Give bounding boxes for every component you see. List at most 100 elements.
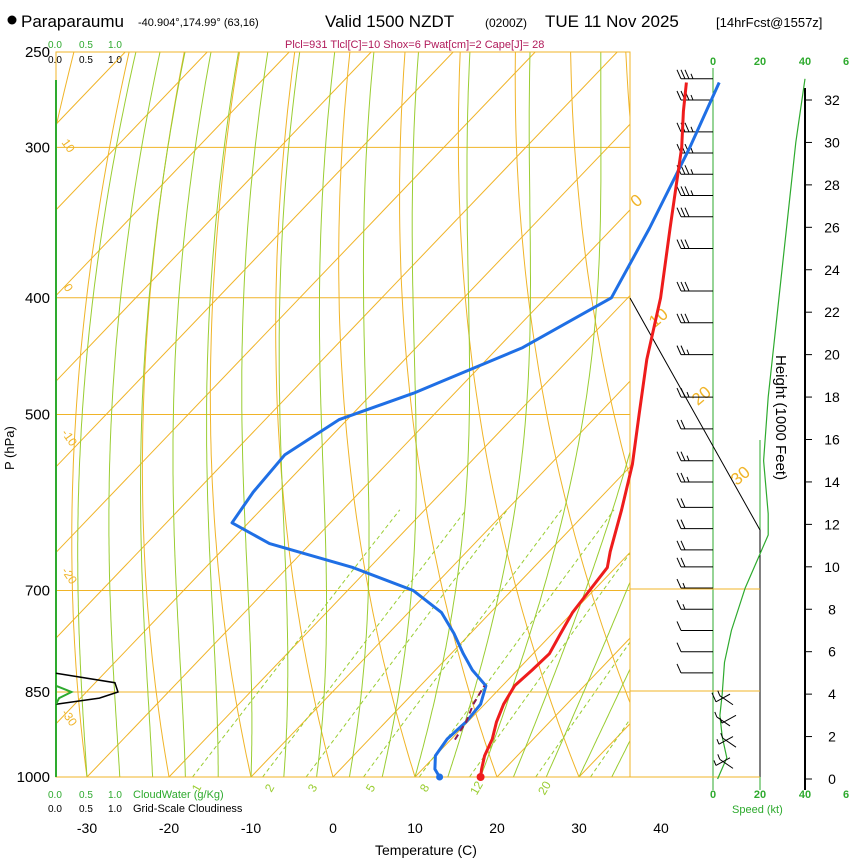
wind-barb	[714, 711, 731, 727]
wind-barb-flag	[680, 387, 686, 398]
thermo-grid	[56, 52, 630, 777]
wind-barb	[676, 69, 713, 80]
wind-barb-flag	[680, 557, 686, 568]
wind-barb-flag	[684, 122, 690, 133]
speed-tick-label: 0	[710, 56, 716, 68]
height-tick-label: 18	[824, 389, 840, 405]
y-axis-title: P (hPa)	[2, 426, 17, 470]
isotherm-line	[86, 209, 630, 777]
wind-barb-flag	[676, 122, 682, 133]
height-tick-label: 20	[824, 347, 840, 363]
dry-adiabat-line	[570, 52, 630, 481]
dry-adiabat-line	[209, 52, 252, 777]
wind-barb-flag	[676, 663, 682, 674]
wind-barb	[676, 207, 713, 218]
isotherm-line	[56, 52, 290, 297]
mixing-ratio-line	[262, 509, 467, 777]
wind-barb-half-flag	[690, 147, 694, 154]
temperature-tick-label: -30	[77, 820, 97, 836]
wind-barb-flag	[676, 419, 682, 430]
moist-adiabat-line	[512, 450, 630, 777]
mixing-ratio-label: 8	[417, 781, 433, 794]
wind-barb-flag	[676, 451, 682, 461]
height-tick-label: 28	[824, 177, 840, 193]
isotherm-label: 20	[688, 382, 715, 409]
wind-barb	[676, 498, 713, 508]
cloudwater-label: CloudWater (g/Kg)	[133, 789, 224, 801]
dry-adiabat-label: -30	[59, 707, 81, 730]
cloudiness-tick-label: 1.0	[108, 55, 122, 66]
speed-tick-label: 40	[799, 56, 811, 68]
wind-barb	[676, 165, 713, 175]
moist-adiabat-line	[108, 52, 161, 777]
height-tick-label: 6	[828, 644, 836, 660]
height-tick-label: 14	[824, 474, 840, 490]
moist-adiabat-line	[545, 580, 630, 777]
wind-barb-half-flag	[686, 391, 690, 398]
wind-barb	[676, 90, 713, 101]
chart-header: Paraparaumu -40.904°,174.99° (63,16) Val…	[7, 12, 822, 51]
mixing-ratio-line	[192, 509, 401, 777]
wind-barb-flag	[676, 239, 682, 249]
wind-barb-flag	[684, 281, 690, 292]
wind-barb-flag	[680, 451, 686, 461]
wind-barb-flag	[676, 186, 682, 196]
surface-dewpoint-marker	[436, 773, 444, 781]
wind-barb-half-flag	[716, 739, 720, 745]
cloudiness-tick-label: 1.0	[108, 804, 122, 815]
cloudiness-label: Grid-Scale Cloudiness	[133, 803, 243, 815]
wind-barb	[676, 451, 713, 462]
mixing-ratio-line	[590, 718, 630, 777]
wind-barb	[676, 557, 713, 568]
wind-barb	[717, 690, 734, 706]
params-line: Plcl=931 Tlcl[C]=10 Shox=6 Pwat[cm]=2 Ca…	[285, 39, 544, 51]
pressure-tick-label: 300	[25, 139, 50, 156]
wind-barb	[676, 472, 713, 483]
wind-barb-staff	[722, 737, 737, 748]
wind-barb-flag	[680, 540, 686, 551]
mixing-ratio-line	[305, 509, 508, 777]
wind-barb-half-flag	[720, 732, 724, 739]
wind-barb	[676, 239, 713, 250]
valid-date: TUE 11 Nov 2025	[545, 12, 679, 31]
wind-barb-flag	[676, 345, 682, 355]
dewpoint-profile-line	[230, 81, 721, 778]
wind-barb-staff	[716, 716, 731, 727]
cloudwater-tick-label: 0.5	[79, 40, 93, 51]
mixing-ratio-line	[535, 641, 630, 777]
wind-barb-flag	[680, 281, 686, 292]
moist-adiabat-line	[206, 52, 239, 777]
wind-barb-flag	[676, 498, 682, 508]
speed-tick-label: 0	[710, 789, 716, 801]
dry-adiabat-line	[625, 52, 630, 123]
moist-adiabat-line	[480, 52, 602, 777]
height-tick-label: 30	[824, 134, 840, 150]
wind-barb-flag	[680, 239, 686, 249]
wind-barb-flag	[680, 345, 686, 355]
wind-barb	[676, 578, 713, 589]
temperature-tick-label: -20	[159, 820, 179, 836]
wind-barb-staff	[719, 695, 734, 706]
wind-barb-half-flag	[682, 582, 686, 589]
isotherm-label: 30	[727, 462, 754, 489]
cloudwater-tick-label: 0.0	[48, 790, 62, 801]
forecast-info: [14hrFcst@1557z]	[716, 15, 822, 30]
height-tick-label: 4	[828, 686, 836, 702]
moist-adiabat-line	[278, 52, 301, 777]
wind-barb-half-flag	[690, 73, 694, 79]
wind-barb-half-flag	[686, 455, 690, 461]
wind-barb-flag	[680, 498, 686, 508]
wind-barb-flag	[680, 472, 686, 483]
cloudiness-tick-label: 0.5	[79, 804, 93, 815]
moist-adiabat-line	[316, 52, 336, 777]
speed-tick-label: 20	[754, 789, 766, 801]
wind-barb	[676, 419, 713, 430]
wind-speed-profile	[717, 78, 806, 780]
wind-barb-flag	[684, 313, 690, 323]
cloudwater-tick-label: 0.5	[79, 790, 93, 801]
location-coords: -40.904°,174.99° (63,16)	[138, 17, 259, 29]
wind-barb	[676, 519, 713, 530]
height-axis-title: Height (1000 Feet)	[772, 355, 789, 480]
wind-barb-flag	[676, 600, 682, 610]
wind-barb-flag	[676, 621, 682, 631]
